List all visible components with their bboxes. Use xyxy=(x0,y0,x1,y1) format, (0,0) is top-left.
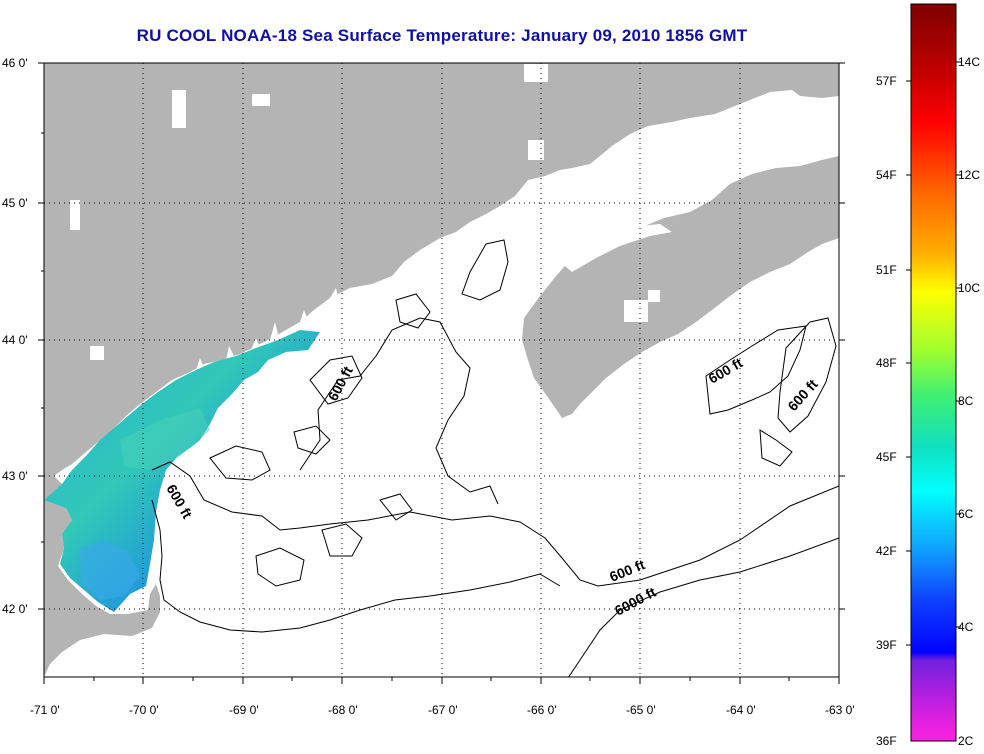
colorbar-f-label: 51F xyxy=(876,263,897,277)
lat-tick-label: 46 0' xyxy=(2,56,28,70)
sst-patch xyxy=(44,330,320,612)
island xyxy=(90,346,104,360)
colorbar-c-label: 8C xyxy=(958,394,974,408)
map-title: RU COOL NOAA-18 Sea Surface Temperature:… xyxy=(136,26,748,45)
lon-tick-label: -66 0' xyxy=(527,703,557,717)
lake xyxy=(624,300,648,322)
lake xyxy=(252,94,270,106)
lon-tick-label: -67 0' xyxy=(428,703,458,717)
lat-axis: 46 0' 45 0' 44 0' 43 0' 42 0' xyxy=(2,56,845,616)
colorbar-c-label: 14C xyxy=(958,55,980,69)
lake xyxy=(528,140,544,160)
lon-tick-label: -69 0' xyxy=(229,703,259,717)
colorbar-f-label: 42F xyxy=(876,544,897,558)
lake xyxy=(172,90,186,128)
colorbar-c-label: 6C xyxy=(958,507,974,521)
lon-tick-label: -65 0' xyxy=(626,703,656,717)
lon-tick-label: -63 0' xyxy=(825,703,855,717)
map-area xyxy=(44,63,839,677)
lat-tick-label: 42 0' xyxy=(2,602,28,616)
lake xyxy=(648,290,660,302)
lon-tick-label: -68 0' xyxy=(328,703,358,717)
colorbar-c-label: 2C xyxy=(958,734,974,748)
lon-tick-label: -64 0' xyxy=(726,703,756,717)
sst-cool-area xyxy=(80,540,140,600)
lat-tick-label: 43 0' xyxy=(2,469,28,483)
colorbar-scale xyxy=(910,3,957,742)
colorbar-c-label: 4C xyxy=(958,620,974,634)
nova-scotia xyxy=(522,156,839,418)
lon-tick-label: -71 0' xyxy=(30,703,60,717)
colorbar-c-label: 12C xyxy=(958,168,980,182)
massachusetts xyxy=(44,476,160,677)
colorbar-f-label: 48F xyxy=(876,356,897,370)
bathymetry-contours xyxy=(151,239,839,677)
mainland xyxy=(44,63,839,480)
lon-axis: -71 0' -70 0' -69 0' -68 0' -67 0' -66 0… xyxy=(30,677,855,717)
colorbar-f-label: 54F xyxy=(876,168,897,182)
colorbar-c-label: 10C xyxy=(958,281,980,295)
lon-tick-label: -70 0' xyxy=(129,703,159,717)
colorbar-f-label: 45F xyxy=(876,450,897,464)
colorbar-f-label: 57F xyxy=(876,74,897,88)
colorbar-f-label: 36F xyxy=(876,734,897,748)
island xyxy=(462,238,476,258)
lat-tick-label: 45 0' xyxy=(2,196,28,210)
colorbar-f-label: 39F xyxy=(876,638,897,652)
lake xyxy=(524,64,548,82)
lake xyxy=(70,200,80,230)
sst-warm-area xyxy=(120,408,210,470)
colorbar: 57F 54F 51F 48F 45F 42F 39F 36F 14C 12C … xyxy=(876,3,980,748)
minas-basin xyxy=(560,224,672,272)
lat-tick-label: 44 0' xyxy=(2,333,28,347)
